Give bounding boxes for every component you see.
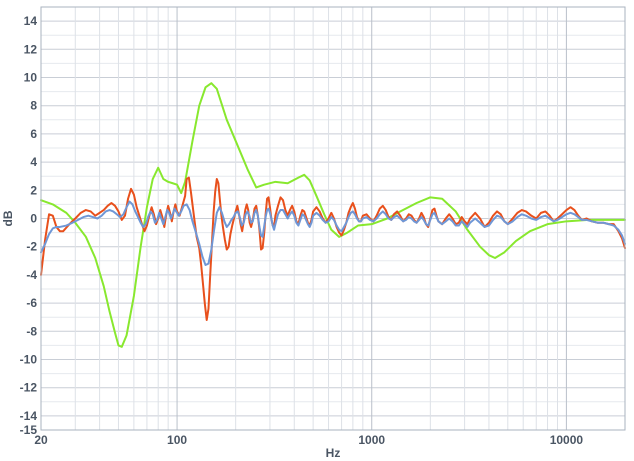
y-tick-label: -2 (26, 240, 37, 254)
y-tick-label: 4 (30, 155, 37, 169)
x-tick-labels: 20 100 1000 10000 (34, 433, 583, 447)
y-tick-label: 10 (24, 71, 38, 85)
x-tick-label: 20 (34, 433, 48, 447)
plot-frame (40, 6, 626, 431)
y-tick-label: 8 (30, 99, 37, 113)
y-tick-label: -8 (26, 324, 37, 338)
x-tick-label: 10000 (550, 433, 584, 447)
y-tick-labels: 14 12 10 8 6 4 2 0 -2 -4 -6 -8 -10 -12 -14-15 (20, 14, 38, 437)
y-tick-label: -14 (20, 409, 38, 423)
y-tick-label: 12 (24, 42, 38, 56)
series-line-3 (40, 200, 626, 267)
y-tick-label: 0 (30, 212, 37, 226)
y-tick-label: -15 (20, 423, 38, 437)
y-tick-label: -10 (20, 353, 38, 367)
series-line-1 (40, 82, 626, 348)
series-line-2 (40, 176, 626, 322)
y-axis-label: dB (1, 210, 15, 226)
y-tick-label: -4 (26, 268, 37, 282)
grid (40, 6, 626, 431)
x-tick-label: 100 (167, 433, 187, 447)
y-tick-label: 14 (24, 14, 38, 28)
curves (40, 82, 626, 348)
y-tick-label: -6 (26, 296, 37, 310)
y-tick-label: 6 (30, 127, 37, 141)
x-tick-label: 1000 (358, 433, 385, 447)
x-axis-label: Hz (326, 446, 341, 460)
y-tick-label: 2 (30, 183, 37, 197)
y-tick-label: -12 (20, 381, 38, 395)
